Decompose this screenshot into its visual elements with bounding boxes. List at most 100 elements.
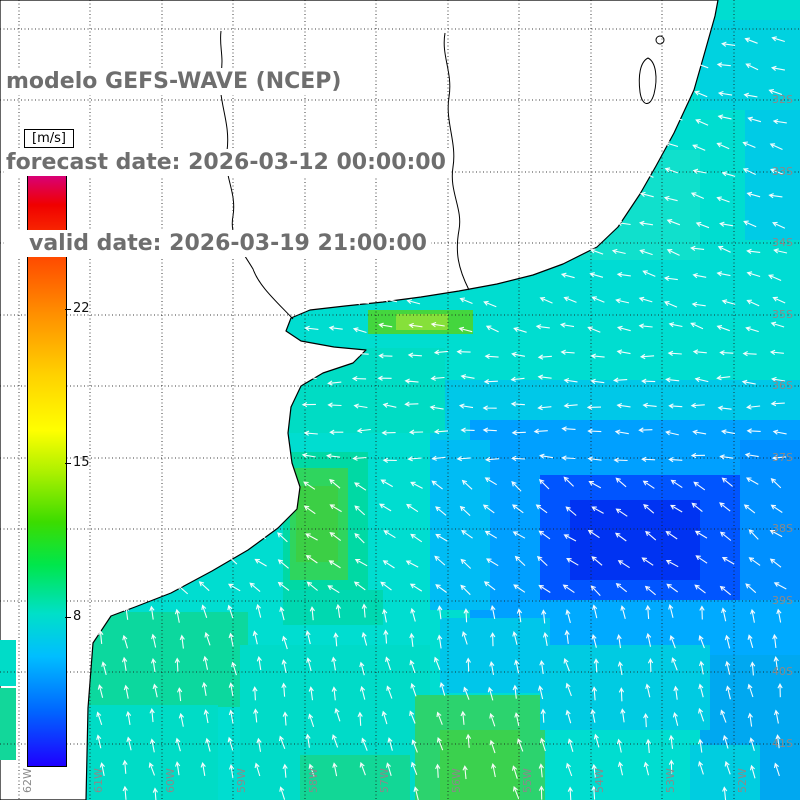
colorbar-tick-label: 8 bbox=[73, 608, 82, 624]
wave-arrow bbox=[692, 349, 707, 355]
wave-arrow bbox=[331, 656, 337, 671]
wave-arrow bbox=[563, 377, 578, 384]
lat-label: 38S bbox=[772, 522, 793, 535]
wave-arrow bbox=[668, 603, 674, 618]
wave-arrow bbox=[719, 221, 734, 227]
wave-arrow bbox=[404, 401, 419, 407]
wave-arrow bbox=[663, 275, 678, 282]
wave-arrow bbox=[559, 322, 575, 328]
wave-arrow bbox=[353, 403, 368, 409]
wave-arrow bbox=[698, 683, 704, 698]
wave-arrow bbox=[690, 322, 704, 330]
lon-label: 59W bbox=[235, 768, 248, 793]
wave-arrow bbox=[332, 762, 338, 777]
wave-arrow bbox=[513, 326, 527, 333]
wave-arrow bbox=[772, 296, 786, 304]
wave-arrow bbox=[279, 606, 285, 621]
lagoon-outline bbox=[638, 57, 657, 104]
wave-arrow bbox=[749, 661, 756, 676]
wave-arrow bbox=[299, 352, 314, 359]
wave-arrow bbox=[356, 427, 371, 434]
lat-label: 36S bbox=[772, 379, 793, 392]
wave-arrow bbox=[123, 684, 129, 699]
lon-label: 61W bbox=[92, 768, 105, 793]
wave-arrow bbox=[642, 270, 656, 277]
field-cell bbox=[283, 590, 383, 625]
wave-arrow bbox=[387, 737, 393, 751]
wave-arrow bbox=[299, 297, 314, 303]
wave-arrow bbox=[461, 479, 473, 490]
wave-arrow bbox=[565, 762, 573, 777]
wave-arrow bbox=[743, 220, 757, 228]
wave-arrow bbox=[329, 504, 342, 513]
wave-arrow bbox=[716, 325, 730, 332]
wave-arrow bbox=[716, 271, 731, 277]
wave-arrow bbox=[690, 192, 705, 200]
wave-arrow bbox=[665, 559, 679, 568]
wave-arrow bbox=[202, 655, 209, 670]
wave-arrow bbox=[537, 374, 552, 380]
wave-arrow bbox=[435, 763, 441, 778]
wave-arrow bbox=[487, 686, 494, 701]
wave-arrow bbox=[721, 477, 733, 487]
wave-arrow bbox=[456, 349, 471, 355]
wave-arrow bbox=[256, 737, 262, 752]
wave-arrow bbox=[615, 197, 629, 205]
wave-arrow bbox=[514, 659, 520, 674]
wave-arrow bbox=[535, 324, 550, 330]
wave-arrow bbox=[333, 632, 339, 647]
wave-arrow bbox=[746, 477, 759, 485]
wave-arrow bbox=[430, 321, 445, 328]
wave-arrows-layer bbox=[96, 36, 788, 800]
wave-arrow bbox=[385, 762, 392, 776]
wave-arrow bbox=[663, 301, 678, 308]
wave-arrow bbox=[592, 604, 598, 619]
wave-arrow bbox=[645, 738, 652, 753]
wave-arrow bbox=[357, 711, 363, 726]
wave-arrow bbox=[614, 429, 629, 435]
field-cell bbox=[0, 640, 16, 686]
wave-arrow bbox=[305, 733, 311, 748]
wave-arrow bbox=[665, 430, 679, 436]
wave-arrow bbox=[773, 656, 779, 671]
wave-arrow bbox=[615, 298, 630, 304]
wave-arrow bbox=[279, 786, 286, 800]
wave-arrow bbox=[231, 661, 237, 676]
wave-arrow bbox=[748, 529, 759, 540]
wave-arrow bbox=[695, 119, 709, 126]
wave-arrow bbox=[770, 504, 783, 513]
wave-arrow bbox=[590, 585, 601, 596]
wave-arrow bbox=[435, 506, 447, 516]
wave-arrow bbox=[227, 736, 234, 751]
wave-arrow bbox=[510, 401, 525, 407]
wave-arrow bbox=[125, 710, 132, 725]
wave-arrow bbox=[359, 685, 366, 700]
colorbar-tick-mark bbox=[65, 463, 71, 465]
wave-arrow bbox=[717, 245, 731, 253]
wave-arrow bbox=[563, 296, 577, 303]
wave-arrow bbox=[719, 350, 734, 356]
wave-arrow bbox=[436, 737, 444, 751]
wave-arrow bbox=[771, 36, 785, 43]
wave-arrow bbox=[699, 605, 705, 620]
wave-arrow bbox=[511, 430, 526, 436]
lat-label: 37S bbox=[772, 451, 793, 464]
wave-arrow bbox=[460, 427, 475, 433]
wave-arrow bbox=[326, 453, 341, 459]
wave-arrow bbox=[512, 531, 526, 539]
wave-arrow bbox=[668, 759, 675, 774]
wave-arrow bbox=[770, 168, 784, 175]
wave-arrow bbox=[329, 429, 344, 435]
wave-arrow bbox=[281, 635, 288, 650]
wave-arrow bbox=[409, 632, 415, 647]
wave-arrow bbox=[329, 479, 341, 489]
wave-arrow bbox=[672, 711, 679, 726]
wave-arrow bbox=[638, 141, 653, 147]
wave-arrow bbox=[407, 352, 422, 358]
wave-arrow bbox=[564, 629, 570, 644]
wave-arrow bbox=[175, 737, 181, 752]
wave-arrow bbox=[721, 41, 736, 47]
wave-arrow bbox=[278, 735, 286, 749]
wave-arrow bbox=[226, 554, 238, 565]
